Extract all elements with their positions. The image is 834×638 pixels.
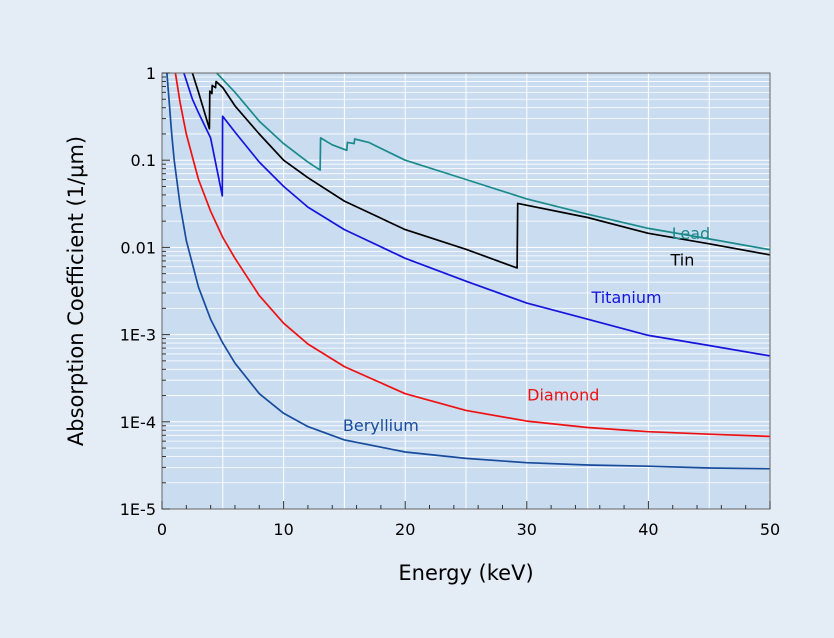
series-lines [166,73,770,470]
x-tick-label: 0 [157,520,167,539]
y-tick-label: 1E-3 [120,326,156,345]
x-tick-label: 30 [517,520,537,539]
series-line-beryllium [166,73,770,470]
y-tick-label: 1E-5 [120,500,156,519]
x-tick-label: 50 [760,520,780,539]
series-label-beryllium: Beryllium [343,416,419,435]
series-label-diamond: Diamond [527,386,599,405]
series-line-tin [191,73,770,269]
series-label-titanium: Titanium [590,288,661,307]
series-line-diamond [174,73,770,438]
series-label-lead: Lead [672,224,710,243]
y-tick-label: 0.1 [131,151,156,170]
axis-ticks: 0 10 20 30 40 50 1E-5 1E-4 1E-3 0.01 0.1 1 [120,64,780,539]
y-tick-label: 1E-4 [120,413,156,432]
y-tick-label: 0.01 [120,238,156,257]
y-tick-label: 1 [146,64,156,83]
series-labels: Lead Tin Titanium Diamond Beryllium [343,224,710,435]
plot-frame [161,72,771,510]
y-axis-title: Absorption Coefficient (1/μm) [64,136,88,446]
x-tick-label: 20 [395,520,415,539]
series-line-lead [216,73,770,251]
series-line-titanium [183,73,770,357]
x-tick-label: 40 [638,520,658,539]
x-tick-label: 10 [273,520,293,539]
x-axis-title: Energy (keV) [398,561,533,585]
series-label-tin: Tin [670,251,695,270]
